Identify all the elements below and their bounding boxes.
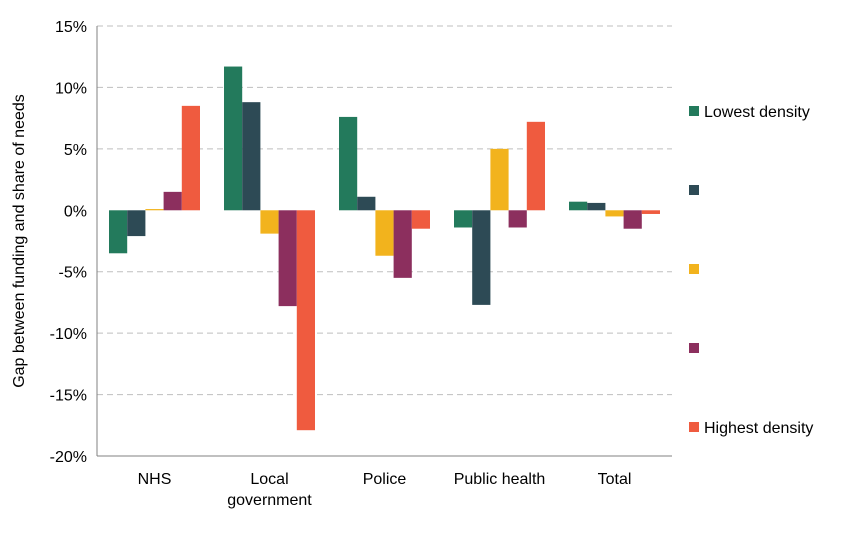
bar [605, 210, 624, 217]
bar [393, 210, 412, 278]
bar [278, 210, 297, 307]
y-tick-label: 10% [55, 80, 87, 97]
bar [260, 210, 279, 234]
y-axis-title: Gap between funding and share of needs [11, 94, 28, 388]
y-tick-label: 0% [64, 203, 87, 220]
bar [242, 102, 261, 211]
y-tick-label: 5% [64, 142, 87, 159]
bar [526, 121, 545, 211]
legend-label: Lowest density [704, 104, 810, 121]
bar [508, 210, 527, 228]
y-axis-ticks: 15% 10% 5% 0% -5% -10% -15% -20% [50, 19, 87, 466]
legend-swatch [689, 106, 699, 116]
legend-swatch [689, 343, 699, 353]
bar [569, 201, 588, 211]
legend: Lowest density Highest density [689, 104, 813, 437]
bar [454, 210, 473, 228]
legend-label: Highest density [704, 420, 813, 437]
y-tick-label: -15% [50, 388, 87, 405]
bar [163, 191, 182, 211]
y-tick-label: 15% [55, 19, 87, 36]
x-category-label: Local [250, 471, 288, 488]
y-tick-label: -5% [59, 265, 87, 282]
bar [411, 210, 430, 229]
legend-swatch [689, 422, 699, 432]
bar [587, 202, 606, 211]
bar [224, 66, 243, 211]
bar [472, 210, 491, 305]
bar [641, 210, 660, 214]
legend-swatch [689, 185, 699, 195]
x-category-label: Police [363, 471, 407, 488]
x-category-label: government [227, 492, 312, 509]
x-category-label: Public health [454, 471, 546, 488]
bar [296, 210, 315, 431]
bar [127, 210, 146, 237]
y-tick-label: -20% [50, 449, 87, 466]
bar [623, 210, 642, 229]
x-category-label: Total [598, 471, 632, 488]
bars [109, 66, 660, 431]
bar [490, 148, 509, 211]
legend-swatch [689, 264, 699, 274]
x-axis-categories: NHS Local government Police Public health Tot… [138, 471, 632, 509]
x-category-label: NHS [138, 471, 172, 488]
bar [109, 210, 128, 254]
bar [181, 105, 200, 211]
bar [145, 209, 164, 211]
bar [357, 196, 376, 211]
bar [339, 116, 358, 211]
y-tick-label: -10% [50, 326, 87, 343]
bar [375, 210, 394, 256]
